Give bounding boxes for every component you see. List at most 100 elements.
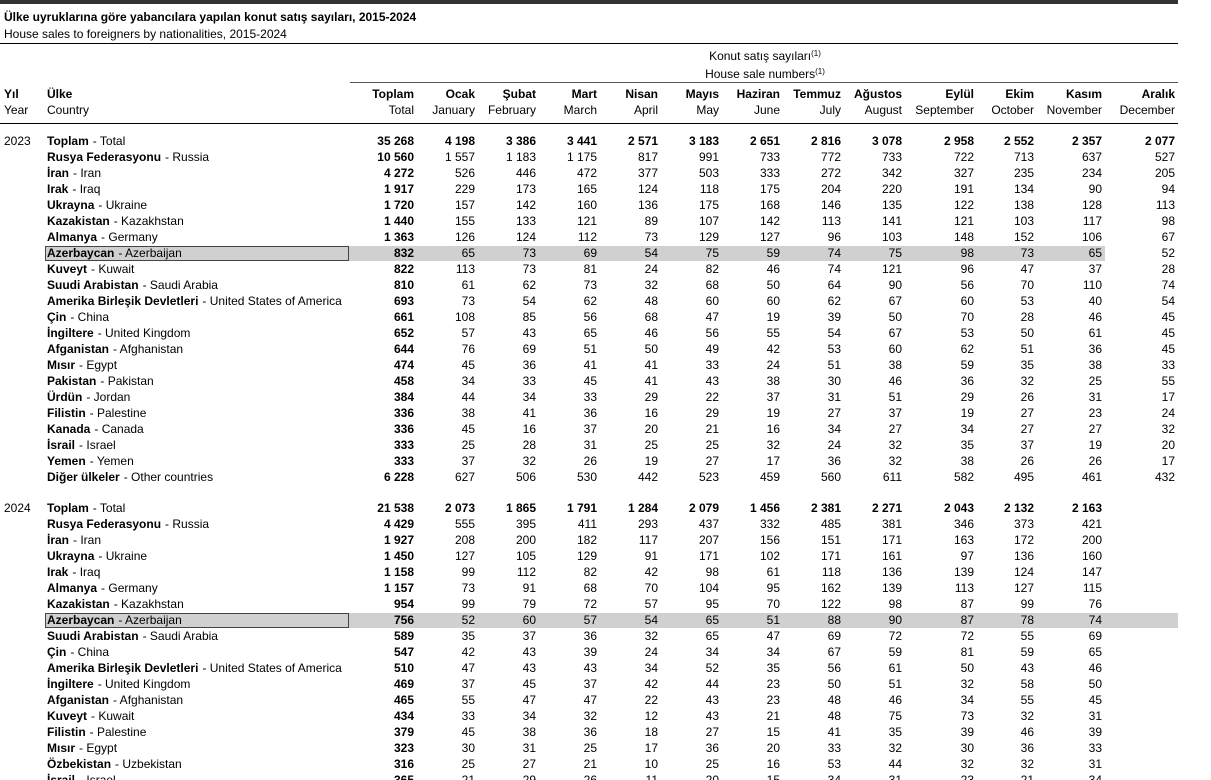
cell: 526	[454, 166, 475, 180]
country: İngiltere - United Kingdom	[47, 325, 190, 341]
cell: 336	[393, 406, 414, 420]
country-tr: Kuveyt	[47, 262, 88, 276]
cell: 442	[637, 470, 658, 484]
column-header: Temmuz	[793, 87, 841, 101]
cell: 42	[766, 342, 780, 356]
country: Mısır - Egypt	[47, 357, 117, 373]
cell: 547	[393, 645, 414, 659]
cell: 45	[1161, 310, 1175, 324]
cell: 98	[888, 597, 902, 611]
cell: 91	[644, 549, 658, 563]
cell: 82	[583, 565, 597, 579]
cell: 377	[637, 166, 658, 180]
cell: 55	[461, 693, 475, 707]
cell: 113	[1155, 198, 1175, 212]
cell: 73	[644, 230, 658, 244]
cell: 2 816	[810, 134, 841, 148]
cell: 42	[461, 645, 475, 659]
country-tr: Irak	[47, 565, 69, 579]
country-en: - Kuwait	[91, 709, 135, 723]
cell: 57	[461, 326, 475, 340]
cell: 124	[637, 182, 658, 196]
cell: 69	[1088, 629, 1102, 643]
cell: 95	[705, 597, 719, 611]
cell: 67	[827, 645, 841, 659]
cell: 46	[1088, 310, 1102, 324]
cell: 36	[960, 374, 974, 388]
cell: 171	[698, 549, 719, 563]
cell: 2 357	[1071, 134, 1102, 148]
cell: 91	[522, 581, 536, 595]
country-tr: Kazakistan	[47, 214, 110, 228]
country: Kuveyt - Kuwait	[47, 261, 134, 277]
country-tr: Pakistan	[47, 374, 97, 388]
cell: 46	[644, 326, 658, 340]
cell: 72	[888, 629, 902, 643]
cell: 39	[960, 725, 974, 739]
cell: 39	[1088, 725, 1102, 739]
country-tr: İran	[47, 166, 70, 180]
cell: 67	[1161, 230, 1175, 244]
cell: 33	[1088, 741, 1102, 755]
cell: 73	[960, 709, 974, 723]
cell: 172	[1013, 533, 1034, 547]
cell: 76	[461, 342, 475, 356]
cell: 127	[454, 549, 475, 563]
cell: 70	[1020, 278, 1034, 292]
country-en: - Total	[92, 501, 126, 515]
cell: 113	[954, 581, 974, 595]
country-en: - China	[70, 645, 110, 659]
cell: 127	[1013, 581, 1034, 595]
column-header: January	[432, 103, 475, 117]
column-header: Mart	[571, 87, 597, 101]
cell: 36	[1020, 741, 1034, 755]
cell: 104	[698, 581, 719, 595]
country-en: - Israel	[79, 773, 116, 780]
cell: 38	[766, 374, 780, 388]
cell: 65	[705, 629, 719, 643]
country-en: - Azerbaijan	[118, 246, 182, 260]
cell: 29	[644, 390, 658, 404]
cell: 38	[960, 454, 974, 468]
country-en: - Azerbaijan	[118, 613, 182, 627]
cell: 235	[1013, 166, 1034, 180]
cell: 20	[1161, 438, 1175, 452]
cell: 33	[705, 358, 719, 372]
country-en: - Ukraine	[98, 549, 148, 563]
cell: 73	[522, 262, 536, 276]
cell: 62	[960, 342, 974, 356]
cell: 27	[888, 422, 902, 436]
cell: 58	[1020, 677, 1034, 691]
country-header: Ülke	[47, 87, 73, 101]
column-header: Kasım	[1065, 87, 1102, 101]
cell: 27	[705, 725, 719, 739]
country-en: - Other countries	[123, 470, 214, 484]
cell: 31	[1088, 709, 1102, 723]
cell: 87	[960, 597, 974, 611]
cell: 16	[522, 422, 536, 436]
cell: 822	[393, 262, 414, 276]
cell: 146	[820, 198, 841, 212]
country-en: - Iran	[73, 533, 102, 547]
cell: 4 429	[383, 517, 414, 531]
cell: 33	[583, 390, 597, 404]
cell: 48	[827, 693, 841, 707]
country: Rusya Federasyonu - Russia	[47, 516, 209, 532]
cell: 81	[583, 262, 597, 276]
cell: 3 078	[871, 134, 902, 148]
cell: 75	[705, 246, 719, 260]
country-en: - Iraq	[72, 565, 101, 579]
cell: 27	[827, 406, 841, 420]
cell: 45	[461, 725, 475, 739]
country-en: - Total	[92, 134, 126, 148]
country: Filistin - Palestine	[47, 724, 146, 740]
cell: 59	[888, 645, 902, 659]
cell: 495	[1013, 470, 1034, 484]
country: Özbekistan - Uzbekistan	[47, 756, 182, 772]
cell: 122	[820, 597, 841, 611]
country-en: - United States of America	[202, 661, 342, 675]
cell: 47	[522, 693, 536, 707]
cell: 96	[827, 230, 841, 244]
cell: 205	[1154, 166, 1175, 180]
cell: 34	[705, 645, 719, 659]
